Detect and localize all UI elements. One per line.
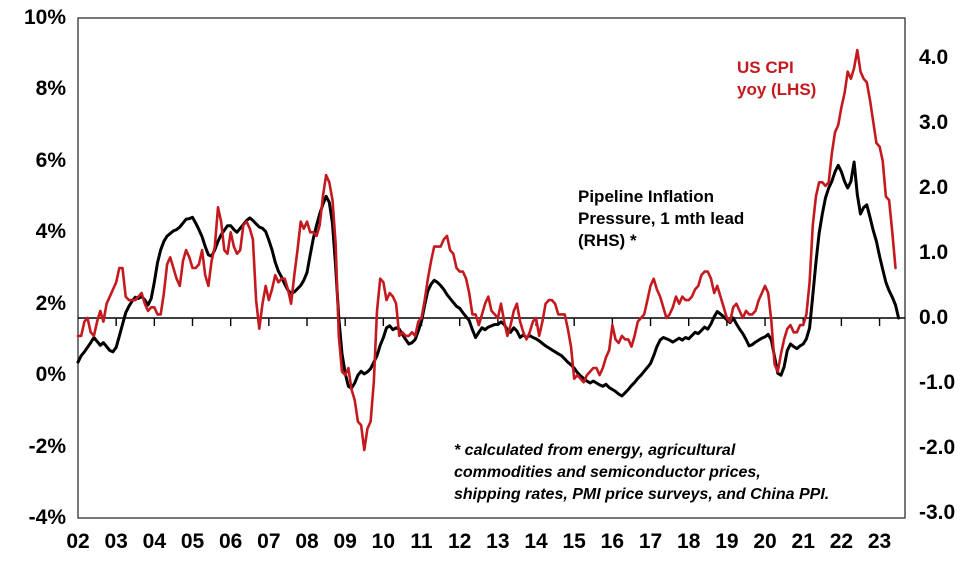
left-axis-tick-label: 0%	[35, 363, 66, 387]
cpi-series-label-line2: yoy (LHS)	[737, 80, 817, 99]
x-axis-tick-label: 09	[333, 530, 357, 553]
footnote-line2: commodities and semiconductor prices,	[454, 464, 761, 481]
footnote-line3: shipping rates, PMI price surveys, and C…	[454, 486, 830, 503]
right-axis-tick-label: -1.0	[919, 371, 956, 394]
x-axis-tick-label: 05	[180, 530, 205, 553]
x-axis-tick-label: 19	[715, 530, 739, 553]
x-axis-tick-label: 18	[677, 530, 701, 553]
right-axis-tick-label: -3.0	[919, 501, 956, 524]
x-axis-tick-label: 07	[257, 530, 281, 553]
cpi-series-label: US CPI yoy (LHS)	[737, 57, 816, 101]
right-axis-tick-label: 2.0	[919, 176, 949, 199]
left-axis-tick-label: -4%	[28, 506, 66, 529]
footnote: * calculated from energy, agricultural c…	[454, 440, 829, 506]
left-axis-tick-label: 8%	[35, 77, 66, 101]
us-cpi-line	[76, 48, 897, 452]
x-axis-tick-label: 10	[371, 530, 396, 553]
left-axis-tick-label: 10%	[23, 6, 66, 29]
x-axis-tick-label: 03	[104, 530, 128, 553]
pipeline-series-label: Pipeline Inflation Pressure, 1 mth lead …	[578, 186, 744, 252]
x-axis-tick-label: 15	[562, 530, 586, 553]
x-axis-tick-label: 22	[829, 530, 854, 553]
left-axis-tick-label: -2%	[28, 434, 66, 458]
right-axis-tick-label: 1.0	[919, 241, 949, 264]
x-axis-tick-label: 17	[638, 530, 663, 553]
x-axis-tick-label: 20	[753, 530, 777, 553]
pipeline-series-label-line3: (RHS) *	[578, 231, 637, 250]
left-axis-tick-label: 4%	[35, 220, 66, 244]
footnote-line1: * calculated from energy, agricultural	[454, 442, 736, 459]
x-axis-tick-label: 16	[600, 530, 625, 553]
x-axis-tick-label: 08	[295, 530, 319, 553]
x-axis-tick-label: 02	[66, 530, 90, 553]
x-axis-tick-label: 04	[142, 530, 166, 553]
right-axis-tick-label: 3.0	[919, 111, 949, 134]
cpi-series-label-line1: US CPI	[737, 58, 794, 77]
x-axis-tick-label: 11	[410, 530, 433, 553]
left-axis-tick-label: 6%	[35, 148, 66, 172]
pipeline-series-label-line2: Pressure, 1 mth lead	[578, 209, 745, 228]
right-axis-tick-label: 4.0	[919, 46, 949, 69]
x-axis-tick-label: 21	[791, 530, 815, 553]
left-axis-tick-label: 2%	[35, 291, 66, 315]
x-axis-tick-label: 23	[867, 530, 892, 553]
right-axis-tick-label: -2.0	[919, 436, 956, 459]
x-axis-tick-label: 14	[524, 530, 548, 553]
right-axis-tick-label: 0.0	[919, 306, 949, 329]
x-axis-tick-label: 06	[218, 530, 243, 553]
x-axis-tick-label: 13	[486, 530, 510, 553]
pipeline-series-label-line1: Pipeline Inflation	[578, 187, 715, 206]
x-axis-tick-label: 12	[448, 530, 472, 553]
plot-border	[77, 17, 906, 519]
